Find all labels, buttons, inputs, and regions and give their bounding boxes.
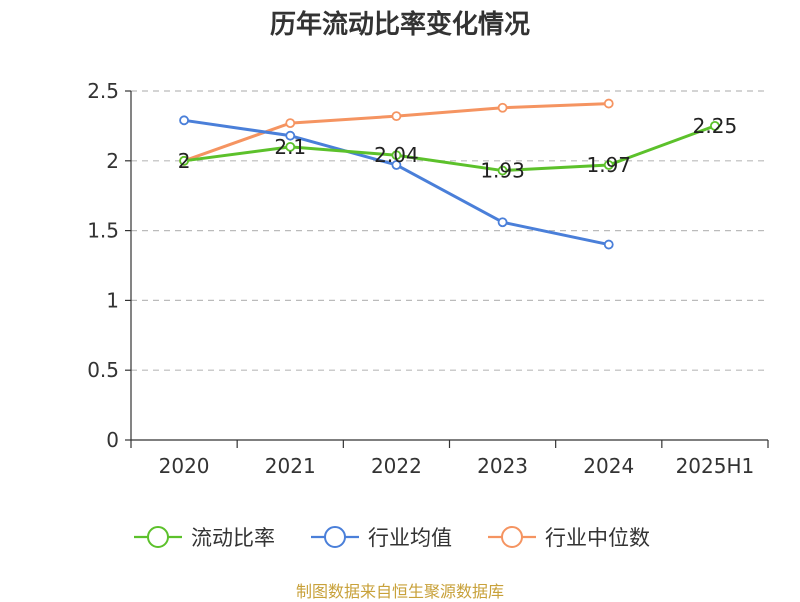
- legend-label: 行业均值: [368, 526, 452, 550]
- data-point: [497, 217, 508, 228]
- data-label: 2.25: [693, 114, 738, 138]
- y-tick-label: 1.5: [87, 219, 119, 243]
- legend-marker: [147, 526, 169, 548]
- chart-title: 历年流动比率变化情况: [269, 10, 530, 40]
- legend-marker: [501, 526, 523, 548]
- data-point: [285, 118, 296, 129]
- legend: 流动比率 行业均值 行业中位数: [134, 526, 650, 550]
- x-tick-label: 2024: [583, 454, 634, 478]
- x-tick-label: 2021: [265, 454, 316, 478]
- source-note: 制图数据来自恒生聚源数据库: [295, 582, 504, 601]
- y-tick-label: 0: [106, 428, 119, 452]
- data-label: 2.04: [374, 143, 419, 167]
- data-point: [179, 155, 189, 166]
- data-point: [603, 98, 614, 109]
- data-point: [497, 165, 508, 176]
- data-point: [179, 115, 189, 126]
- data-point: [391, 111, 402, 122]
- y-tick-label: 2: [106, 149, 119, 173]
- series-line: [183, 124, 716, 173]
- data-point: [710, 121, 720, 131]
- x-tick-label: 2022: [371, 454, 422, 478]
- y-tick-label: 2.5: [87, 79, 119, 103]
- data-point: [603, 160, 614, 170]
- data-label: 2.1: [274, 135, 306, 159]
- legend-item[interactable]: 流动比率: [134, 526, 275, 550]
- y-tick-label: 1: [106, 288, 119, 312]
- series-lines: [179, 98, 720, 250]
- data-label: 1.93: [480, 159, 525, 183]
- data-label: 1.97: [586, 153, 631, 177]
- grid-lines: [131, 90, 768, 371]
- x-tick-label: 2023: [477, 454, 528, 478]
- data-point: [285, 141, 296, 152]
- data-point: [285, 130, 296, 141]
- legend-item[interactable]: 行业均值: [311, 526, 452, 550]
- legend-label: 流动比率: [191, 526, 275, 550]
- axes: 0 0.5 1 1.5 2 2.5 2020 2021 2022 2023 2024 2025H1: [87, 79, 769, 478]
- data-label: 2: [178, 149, 191, 173]
- legend-marker: [324, 526, 346, 548]
- y-tick-label: 0.5: [87, 358, 119, 382]
- legend-label: 行业中位数: [545, 526, 650, 550]
- data-point: [391, 150, 402, 161]
- data-labels: 2 2.1 2.04 1.93 1.97 2.25: [178, 114, 737, 183]
- x-tick-label: 2025H1: [676, 454, 755, 478]
- data-point: [391, 160, 402, 170]
- x-tick-label: 2020: [159, 454, 210, 478]
- data-point: [497, 102, 508, 113]
- data-point: [603, 239, 614, 250]
- legend-item[interactable]: 行业中位数: [488, 526, 650, 550]
